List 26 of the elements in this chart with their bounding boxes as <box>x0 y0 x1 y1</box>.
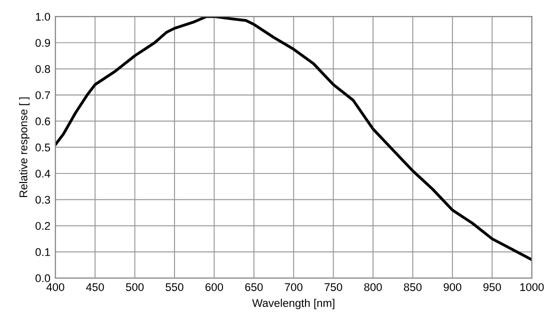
x-tick-label: 500 <box>126 283 144 292</box>
x-tick-label: 700 <box>284 283 302 292</box>
y-tick-label: 1.0 <box>36 12 50 21</box>
x-tick-label: 900 <box>444 283 462 292</box>
y-tick-label: 0.8 <box>36 65 50 73</box>
x-tick-label: 650 <box>245 283 263 292</box>
x-tick-label: 600 <box>206 283 224 292</box>
y-tick-label: 0.1 <box>36 248 50 256</box>
x-tick-label: 950 <box>483 283 501 292</box>
x-tick-label: 850 <box>404 283 422 292</box>
y-tick-label: 0.4 <box>36 170 50 178</box>
x-axis-title: Wavelength [nm] <box>252 298 334 310</box>
x-tick-label: 400 <box>46 283 64 292</box>
y-tick-label: 0.7 <box>36 91 50 100</box>
y-tick-label: 0.5 <box>36 144 50 152</box>
y-tick-label: 0.0 <box>36 274 50 282</box>
x-tick-label: 1000 <box>520 283 544 292</box>
x-tick-label: 450 <box>86 283 104 292</box>
y-tick-label: 0.9 <box>36 38 50 47</box>
y-tick-label: 0.2 <box>36 222 50 230</box>
x-tick-label: 750 <box>324 283 342 292</box>
x-tick-label: 800 <box>364 283 382 292</box>
y-axis-title: Relative response [ ] <box>19 97 30 198</box>
y-tick-label: 0.6 <box>36 117 50 126</box>
y-tick-label: 0.3 <box>36 196 50 204</box>
x-tick-label: 550 <box>166 283 184 292</box>
